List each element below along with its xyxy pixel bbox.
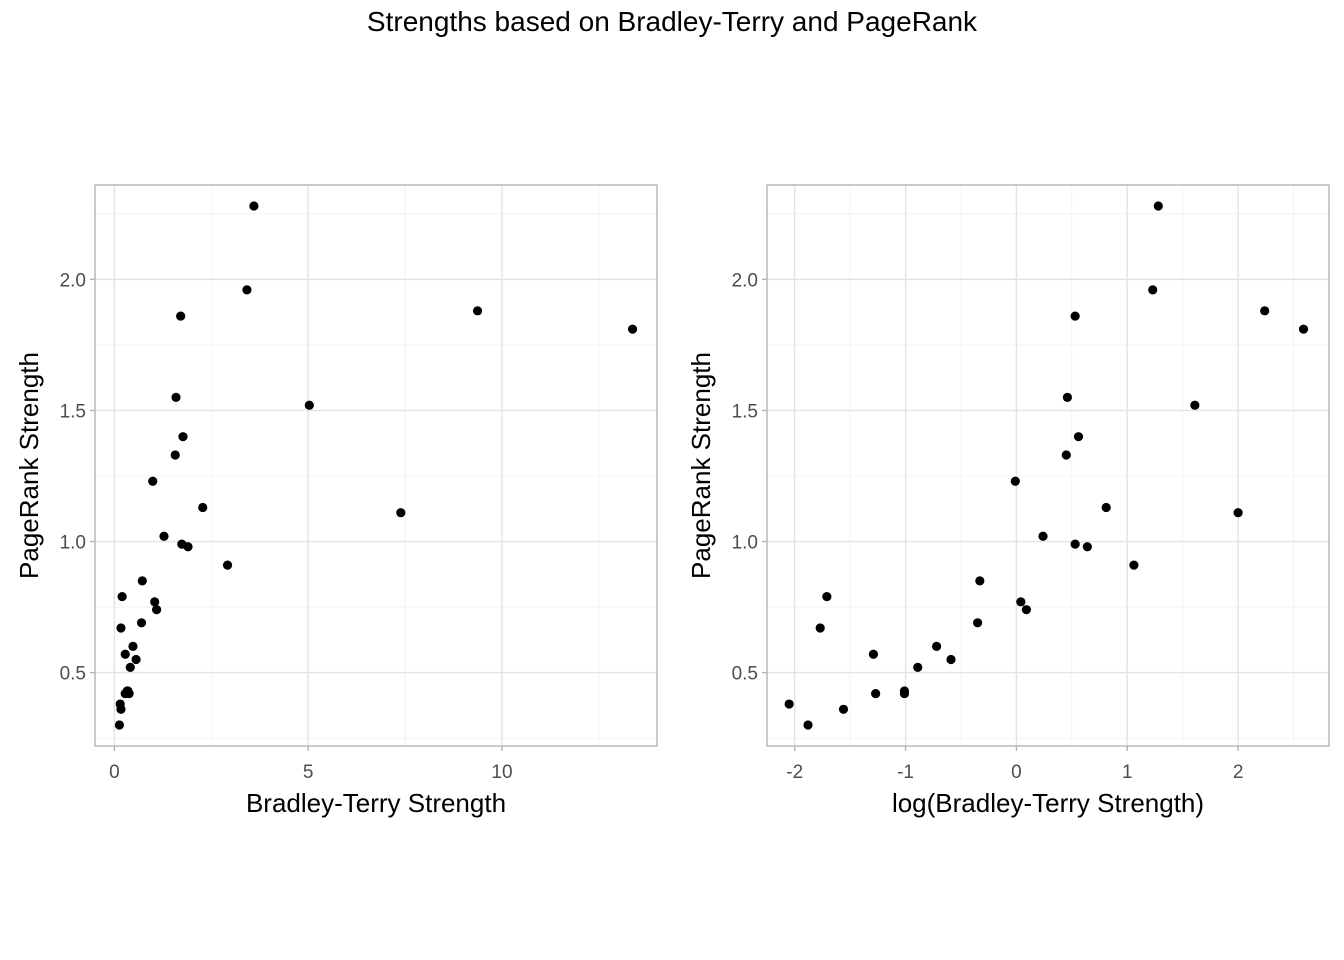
right-data-point <box>1021 605 1031 615</box>
right-scatter-panel: -2 -1 0 1 2 0.5 1.0 1.5 2.0 log(Bradley-Terry Str… <box>686 184 1330 818</box>
right-data-point <box>1190 400 1200 410</box>
right-data-point <box>1148 285 1158 295</box>
left-data-point <box>198 502 208 513</box>
left-x-tick-label: 10 <box>491 762 512 783</box>
left-data-point <box>128 641 138 651</box>
right-data-point <box>1101 502 1111 513</box>
right-data-point <box>1061 450 1071 460</box>
left-x-axis-title: Bradley-Terry Strength <box>246 788 506 818</box>
right-data-point <box>871 688 881 699</box>
right-data-point <box>913 662 923 672</box>
right-x-tick-label: -1 <box>897 762 914 783</box>
left-data-point <box>472 306 483 316</box>
left-data-point <box>116 623 126 633</box>
left-data-point <box>125 662 135 672</box>
right-data-point <box>1070 311 1080 321</box>
right-data-point <box>946 654 956 665</box>
left-y-axis-title: PageRank Strength <box>14 352 44 579</box>
left-data-point <box>159 531 169 541</box>
left-data-point <box>117 591 127 602</box>
right-data-point <box>931 641 942 651</box>
right-data-point <box>973 618 983 628</box>
left-data-point <box>148 476 158 486</box>
right-data-point <box>815 623 825 633</box>
right-y-tick-label: 0.5 <box>732 664 758 685</box>
right-data-point <box>1010 476 1020 486</box>
left-data-point <box>178 432 188 442</box>
left-data-point <box>131 654 141 665</box>
right-data-point <box>1082 542 1092 552</box>
left-data-point <box>152 605 162 615</box>
figure-title: Strengths based on Bradley-Terry and Pag… <box>366 6 978 37</box>
right-data-point <box>1298 324 1309 334</box>
right-data-point <box>899 688 910 699</box>
left-y-tick-label: 2.0 <box>60 270 86 291</box>
left-data-point <box>114 720 125 730</box>
left-data-point <box>171 392 181 402</box>
left-data-point <box>396 508 406 518</box>
right-data-point <box>975 576 985 586</box>
left-data-point <box>116 704 126 714</box>
right-y-tick-label: 1.5 <box>732 401 758 422</box>
left-data-point <box>249 201 259 211</box>
right-panel-border <box>766 184 1330 747</box>
right-x-tick-label: -2 <box>786 762 803 783</box>
left-x-tick-label: 5 <box>303 762 314 783</box>
right-data-point <box>838 704 849 714</box>
right-data-point <box>822 591 832 602</box>
right-x-tick-label: 0 <box>1011 762 1022 783</box>
left-y-tick-label: 1.0 <box>60 533 86 554</box>
left-data-point <box>183 542 193 552</box>
left-x-tick-label: 0 <box>109 762 120 783</box>
right-data-point <box>1129 560 1139 570</box>
right-data-point <box>1016 597 1026 607</box>
right-data-point <box>1070 539 1080 549</box>
left-data-point <box>242 285 252 295</box>
left-data-point <box>176 311 186 321</box>
right-data-point <box>1062 392 1072 402</box>
right-data-point <box>1153 201 1163 211</box>
left-data-point <box>222 560 233 570</box>
right-y-tick-label: 2.0 <box>732 270 758 291</box>
right-data-point <box>784 699 794 709</box>
right-data-point <box>1260 306 1270 316</box>
left-data-point <box>627 324 638 334</box>
right-x-tick-label: 1 <box>1122 762 1133 783</box>
right-y-axis-title: PageRank Strength <box>686 352 716 579</box>
right-data-point <box>1233 508 1243 518</box>
right-data-point <box>868 649 879 659</box>
left-data-point <box>136 618 147 628</box>
left-data-point <box>170 450 180 460</box>
right-x-axis-title: log(Bradley-Terry Strength) <box>892 788 1204 818</box>
right-data-point <box>1038 531 1048 541</box>
left-data-point <box>120 649 130 659</box>
right-x-tick-label: 2 <box>1233 762 1244 783</box>
left-data-point <box>137 576 147 586</box>
left-data-point <box>150 597 160 607</box>
right-y-tick-label: 1.0 <box>732 533 758 554</box>
left-data-point <box>304 400 314 410</box>
left-y-tick-label: 0.5 <box>60 664 86 685</box>
right-data-point <box>1073 432 1084 442</box>
right-data-point <box>803 720 813 730</box>
left-scatter-panel: 0 5 10 0.5 1.0 1.5 2.0 Bradley-Terry Strength Pa… <box>14 184 658 818</box>
left-y-tick-label: 1.5 <box>60 401 86 422</box>
left-panel-border <box>94 184 658 747</box>
left-data-point <box>124 688 134 699</box>
